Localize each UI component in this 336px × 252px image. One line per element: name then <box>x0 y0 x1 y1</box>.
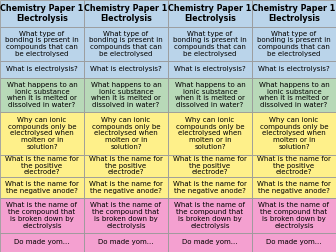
Bar <box>252 233 336 252</box>
Bar <box>84 176 168 198</box>
Text: What type of
bonding is present in
compounds that can
be electrolysed: What type of bonding is present in compo… <box>5 31 79 57</box>
Text: What is the name of
the compound that
is broken down by
electrolysis: What is the name of the compound that is… <box>6 202 78 229</box>
Bar <box>252 78 336 112</box>
Bar <box>0 112 84 155</box>
Text: What happens to an
ionic substance
when it is melted or
dissolved in water?: What happens to an ionic substance when … <box>175 82 245 108</box>
Bar <box>252 27 336 61</box>
Bar <box>168 0 252 27</box>
Bar <box>84 61 168 78</box>
Bar <box>0 198 84 233</box>
Text: Why can ionic
compounds only be
electrolysed when
molten or in
solution?: Why can ionic compounds only be electrol… <box>8 117 76 150</box>
Text: What is the name of
the compound that
is broken down by
electrolysis: What is the name of the compound that is… <box>90 202 162 229</box>
Text: Why can ionic
compounds only be
electrolysed when
molten or in
solution?: Why can ionic compounds only be electrol… <box>176 117 244 150</box>
Bar <box>168 78 252 112</box>
Text: Do made yom...: Do made yom... <box>14 239 70 245</box>
Text: What is the name for
the negative anode?: What is the name for the negative anode? <box>257 181 331 194</box>
Bar <box>168 61 252 78</box>
Text: Chemistry Paper 1
Electrolysis: Chemistry Paper 1 Electrolysis <box>252 4 336 23</box>
Text: Do made yom...: Do made yom... <box>98 239 154 245</box>
Bar <box>84 155 168 176</box>
Bar <box>84 233 168 252</box>
Text: What type of
bonding is present in
compounds that can
be electrolysed: What type of bonding is present in compo… <box>173 31 247 57</box>
Text: Why can ionic
compounds only be
electrolysed when
molten or in
solution?: Why can ionic compounds only be electrol… <box>92 117 160 150</box>
Text: Do made yom...: Do made yom... <box>182 239 238 245</box>
Text: What happens to an
ionic substance
when it is melted or
dissolved in water?: What happens to an ionic substance when … <box>91 82 161 108</box>
Text: Why can ionic
compounds only be
electrolysed when
molten or in
solution?: Why can ionic compounds only be electrol… <box>260 117 328 150</box>
Bar <box>252 176 336 198</box>
Bar <box>0 176 84 198</box>
Bar <box>168 112 252 155</box>
Text: What is the name for
the positive
electrode?: What is the name for the positive electr… <box>173 156 247 175</box>
Text: What is electrolysis?: What is electrolysis? <box>174 66 246 72</box>
Bar <box>252 198 336 233</box>
Bar <box>252 112 336 155</box>
Text: What is electrolysis?: What is electrolysis? <box>258 66 330 72</box>
Bar <box>168 155 252 176</box>
Text: What is the name of
the compound that
is broken down by
electrolysis: What is the name of the compound that is… <box>258 202 330 229</box>
Text: What happens to an
ionic substance
when it is melted or
dissolved in water?: What happens to an ionic substance when … <box>7 82 77 108</box>
Text: What is the name for
the positive
electrode?: What is the name for the positive electr… <box>89 156 163 175</box>
Bar <box>84 198 168 233</box>
Bar <box>0 155 84 176</box>
Text: Chemistry Paper 1
Electrolysis: Chemistry Paper 1 Electrolysis <box>168 4 252 23</box>
Text: What is the name for
the negative anode?: What is the name for the negative anode? <box>89 181 163 194</box>
Text: Do made yom...: Do made yom... <box>266 239 322 245</box>
Text: Chemistry Paper 1
Electrolysis: Chemistry Paper 1 Electrolysis <box>0 4 84 23</box>
Bar <box>0 78 84 112</box>
Text: Chemistry Paper 1
Electrolysis: Chemistry Paper 1 Electrolysis <box>84 4 168 23</box>
Bar <box>0 0 84 27</box>
Text: What type of
bonding is present in
compounds that can
be electrolysed: What type of bonding is present in compo… <box>257 31 331 57</box>
Text: What happens to an
ionic substance
when it is melted or
dissolved in water?: What happens to an ionic substance when … <box>259 82 329 108</box>
Bar <box>84 27 168 61</box>
Bar <box>0 61 84 78</box>
Bar <box>252 155 336 176</box>
Bar <box>252 61 336 78</box>
Text: What is the name of
the compound that
is broken down by
electrolysis: What is the name of the compound that is… <box>174 202 246 229</box>
Bar <box>0 27 84 61</box>
Bar <box>252 0 336 27</box>
Bar <box>84 78 168 112</box>
Text: What is electrolysis?: What is electrolysis? <box>90 66 162 72</box>
Text: What is electrolysis?: What is electrolysis? <box>6 66 78 72</box>
Bar <box>168 198 252 233</box>
Bar <box>0 233 84 252</box>
Text: What type of
bonding is present in
compounds that can
be electrolysed: What type of bonding is present in compo… <box>89 31 163 57</box>
Bar <box>84 0 168 27</box>
Text: What is the name for
the negative anode?: What is the name for the negative anode? <box>5 181 79 194</box>
Text: What is the name for
the negative anode?: What is the name for the negative anode? <box>173 181 247 194</box>
Bar <box>168 176 252 198</box>
Text: What is the name for
the positive
electrode?: What is the name for the positive electr… <box>257 156 331 175</box>
Bar <box>168 233 252 252</box>
Text: What is the name for
the positive
electrode?: What is the name for the positive electr… <box>5 156 79 175</box>
Bar <box>168 27 252 61</box>
Bar <box>84 112 168 155</box>
